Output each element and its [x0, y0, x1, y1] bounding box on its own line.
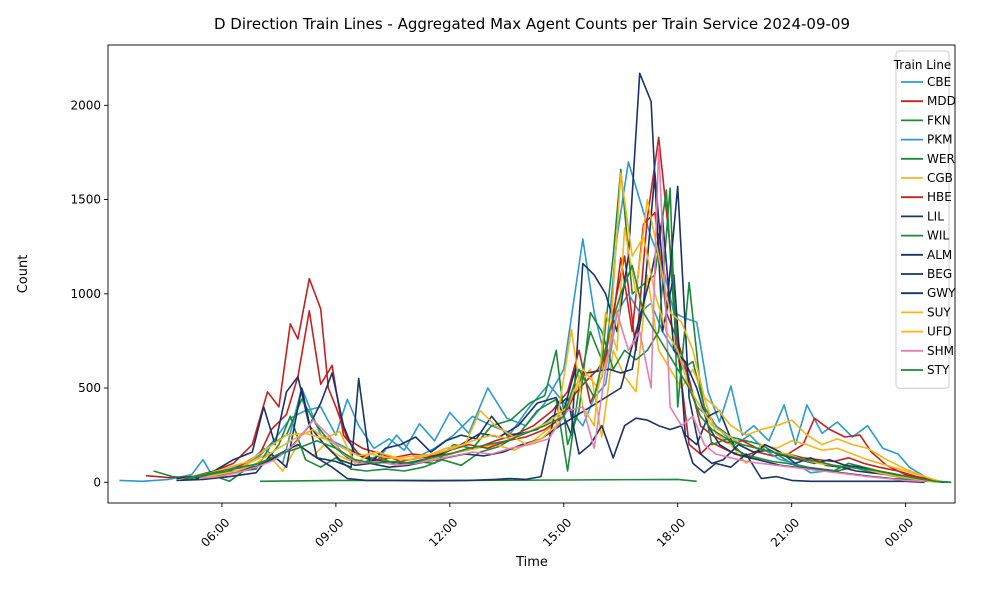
plot-frame	[107, 44, 956, 504]
legend-title: Train Line	[893, 58, 952, 72]
legend-label-alm: ALM	[927, 248, 952, 262]
legend-label-sty: STY	[927, 363, 950, 377]
x-axis-label: Time	[515, 555, 548, 570]
series-line-lil	[176, 72, 944, 484]
legend-label-mdd: MDD	[927, 94, 956, 108]
legend-label-ufd: UFD	[927, 325, 952, 339]
y-tick-label: 1500	[70, 193, 101, 207]
y-tick-label: 1000	[70, 287, 101, 301]
y-tick-label: 2000	[70, 98, 101, 112]
legend-label-hbe: HBE	[927, 190, 952, 204]
legend-label-gwy: GWY	[927, 286, 956, 300]
y-tick-label: 0	[93, 475, 101, 489]
chart-title: D Direction Train Lines - Aggregated Max…	[214, 15, 850, 33]
y-tick-label: 500	[78, 381, 101, 395]
legend-box	[895, 50, 950, 389]
legend-label-shm: SHM	[927, 344, 954, 358]
y-axis-label: Count	[16, 255, 31, 294]
legend-label-wer: WER	[927, 152, 955, 166]
series-line-shm	[199, 146, 925, 483]
legend: Train Line CBE MDD FKN PKM WER CGB HBE LIL WIL ALM…	[893, 50, 956, 389]
series-line-beg	[176, 387, 925, 484]
y-axis: 0 500 1000 1500 2000	[70, 98, 108, 489]
legend-label-beg: BEG	[927, 267, 952, 281]
series-line-wil	[180, 187, 952, 484]
legend-label-wil: WIL	[927, 229, 949, 243]
series-line-mdd	[145, 136, 944, 484]
legend-label-cgb: CGB	[927, 171, 953, 185]
legend-label-suy: SUY	[927, 305, 951, 319]
series-line-wer	[259, 478, 697, 483]
series-line-cbe	[119, 161, 941, 484]
legend-label-pkm: PKM	[927, 133, 952, 147]
series-line-sty	[183, 264, 952, 484]
legend-label-fkn: FKN	[927, 113, 951, 127]
legend-label-cbe: CBE	[927, 75, 951, 89]
legend-label-lil: LIL	[927, 209, 944, 223]
series-line-suy	[191, 198, 941, 483]
series-line-hbe	[202, 211, 937, 482]
series-layer	[119, 72, 952, 484]
